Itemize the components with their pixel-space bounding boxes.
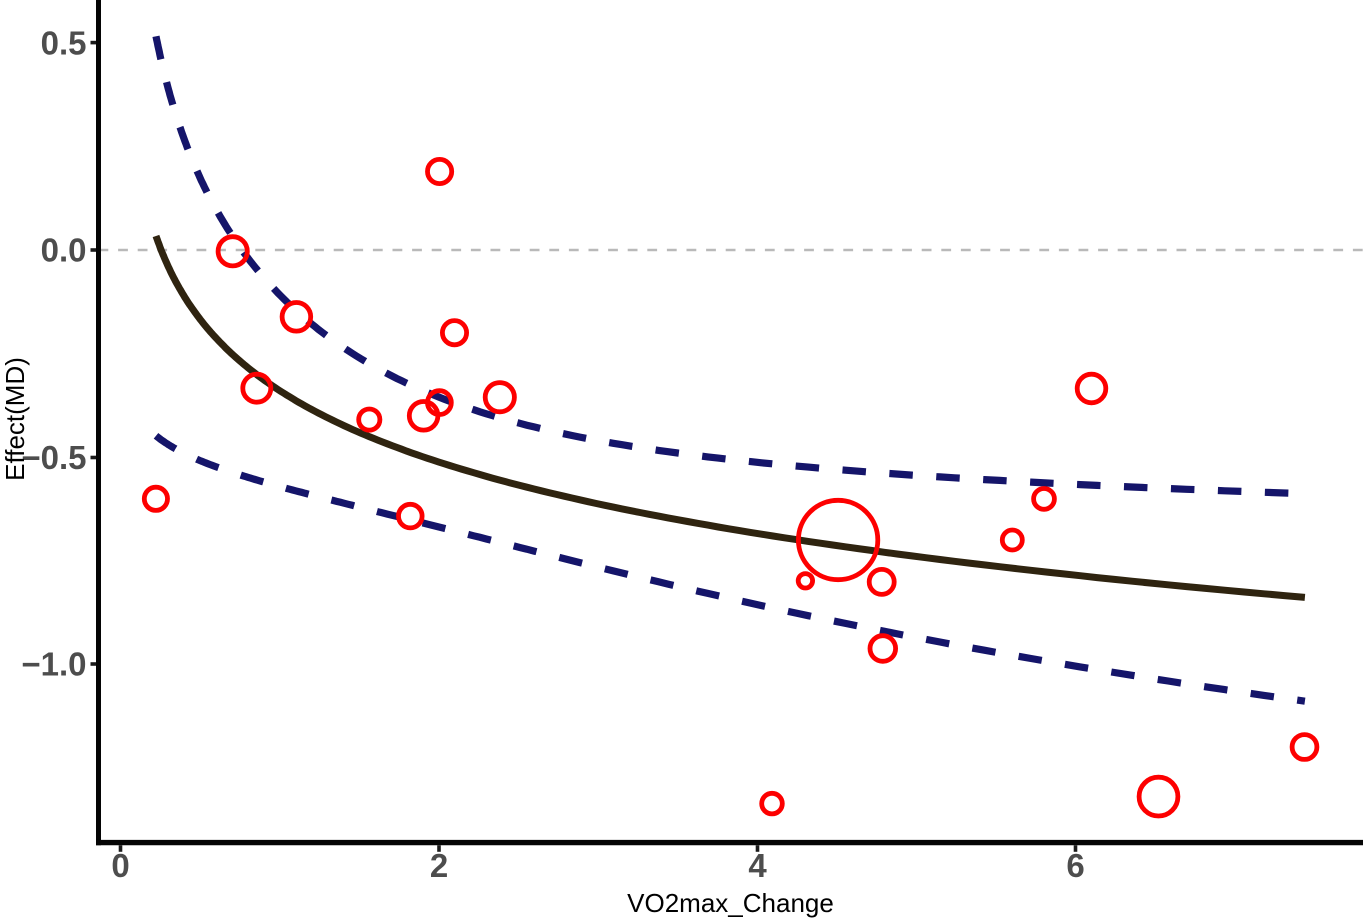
svg-text:−0.5: −0.5 bbox=[21, 439, 86, 476]
svg-text:0: 0 bbox=[111, 847, 129, 884]
svg-text:0.0: 0.0 bbox=[41, 232, 87, 269]
svg-text:4: 4 bbox=[748, 847, 767, 884]
svg-text:−1.0: −1.0 bbox=[21, 646, 86, 683]
svg-text:VO2max_Change: VO2max_Change bbox=[627, 888, 834, 918]
svg-text:6: 6 bbox=[1066, 847, 1084, 884]
svg-text:2: 2 bbox=[430, 847, 448, 884]
svg-text:0.5: 0.5 bbox=[41, 24, 87, 61]
svg-text:Effect(MD): Effect(MD) bbox=[0, 357, 30, 481]
